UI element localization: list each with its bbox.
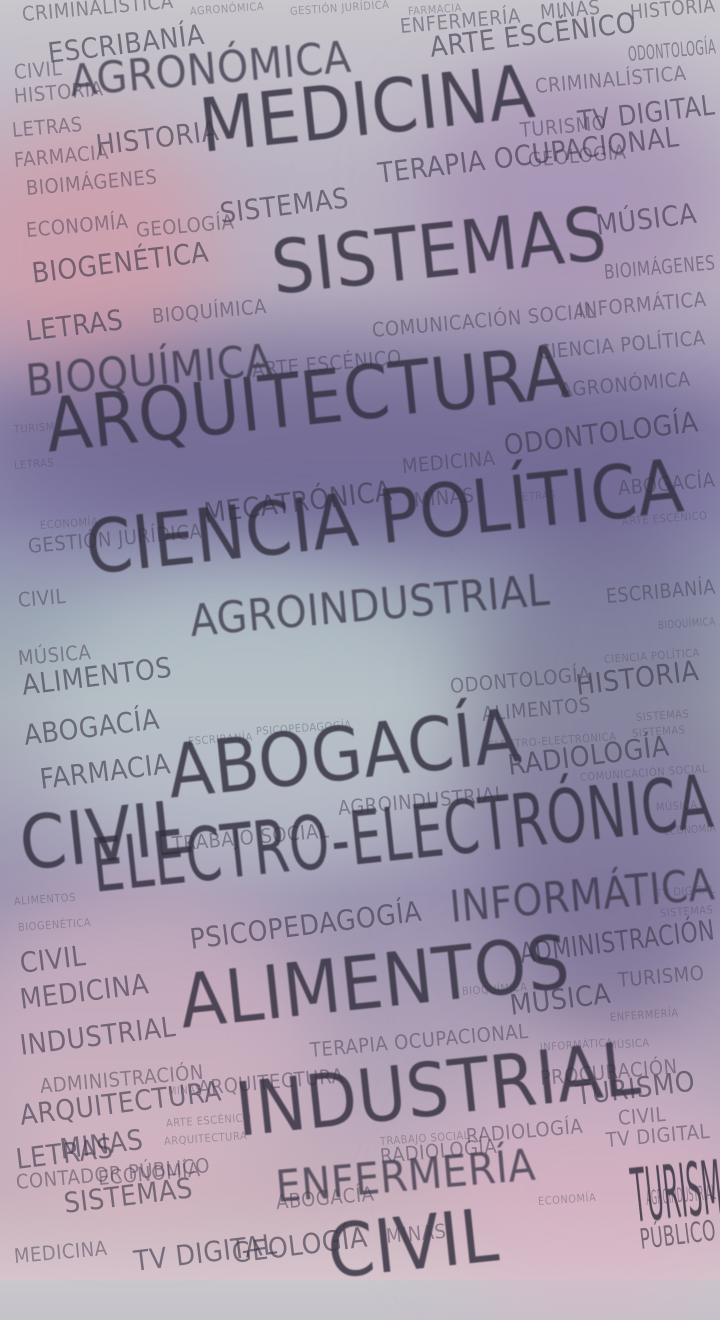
word-29: BIOIMÁGENES <box>602 250 717 284</box>
word-11: ODONTOLOGÍA <box>626 34 717 66</box>
word-26: MÚSICA <box>593 196 699 242</box>
word-82: CIVIL <box>17 939 88 980</box>
word-91: ENFERMERÍA <box>609 1006 680 1024</box>
word-1: AGRONÓMICA <box>189 0 265 18</box>
word-58: ODONTOLOGÍA <box>448 661 592 698</box>
word-8: CIVIL <box>12 55 63 84</box>
word-59: HISTORIA <box>573 654 701 702</box>
word-40: LETRAS <box>13 456 55 472</box>
word-39: TURISMO <box>13 419 64 436</box>
word-27: BIOGENÉTICA <box>29 235 211 290</box>
word-2: GESTIÓN JURÍDICA <box>289 0 390 18</box>
word-0: CRIMINALÍSTICA <box>20 0 175 26</box>
word-55: BIOQUÍMICA <box>657 614 716 632</box>
word-123: MINAS <box>384 1218 448 1248</box>
word-60: ABOGACÍA <box>21 702 162 752</box>
word-25: GEOLOGÍA <box>134 209 236 242</box>
word-77: ALIMENTOS <box>13 890 77 908</box>
word-15: LETRAS <box>10 111 84 142</box>
word-6: HISTORIA <box>628 0 717 24</box>
word-78: BIOGENÉTICA <box>17 915 92 934</box>
word-120: MEDICINA <box>12 1235 109 1268</box>
word-51: CIENCIA POLÍTICA <box>81 443 688 592</box>
word-31: BIOQUÍMICA <box>150 294 268 328</box>
word-30: LETRAS <box>23 303 126 348</box>
word-20: BIOIMÁGENES <box>24 164 159 200</box>
word-37: AGRONÓMICA <box>558 366 692 402</box>
word-50: CIVIL <box>16 583 67 612</box>
word-24: ECONOMÍA <box>24 209 130 242</box>
word-54: AGROINDUSTRIAL <box>187 564 552 647</box>
word-52: ESCRIBANÍA <box>604 574 717 608</box>
word-90: INDUSTRIAL <box>17 1010 178 1062</box>
word-64: SISTEMAS <box>635 707 690 724</box>
word-105: MINAS <box>57 1122 146 1166</box>
word-119: ECONOMÍA <box>537 1190 597 1208</box>
word-17: HISTORIA <box>93 114 221 162</box>
word-87: TURISMO <box>616 960 706 992</box>
word-cloud: CRIMINALÍSTICA AGRONÓMICA GESTIÓN JURÍDICA… <box>10 0 720 1296</box>
word-69: SISTEMAS <box>631 723 686 740</box>
word-117: AGROINDUSTRIAL <box>644 1179 717 1210</box>
word-13: CRIMINALÍSTICA <box>533 60 688 98</box>
word-124: PÚBLICO <box>637 1213 718 1256</box>
word-106: ARQUITECTURA <box>163 1129 248 1148</box>
